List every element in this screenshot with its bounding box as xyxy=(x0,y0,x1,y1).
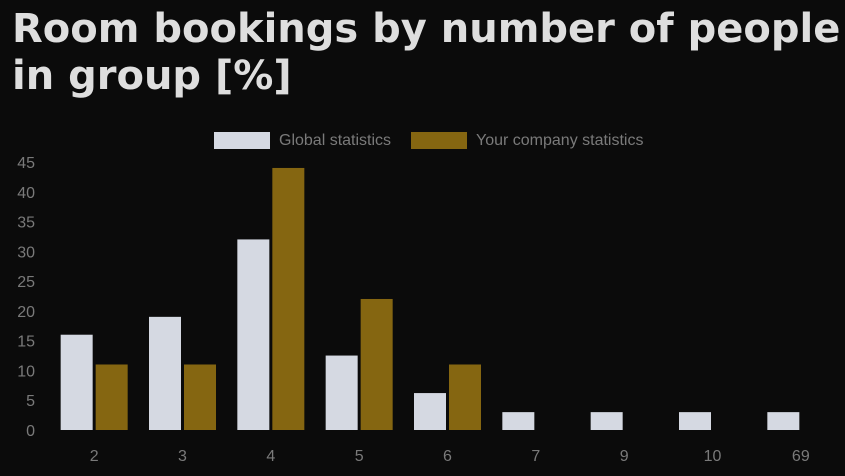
y-tick-label: 0 xyxy=(26,423,35,440)
bar-company-2[interactable] xyxy=(95,364,128,430)
x-tick-label: 69 xyxy=(792,448,810,465)
x-tick-label: 3 xyxy=(178,448,187,465)
x-tick-label: 10 xyxy=(704,448,722,465)
y-tick-label: 30 xyxy=(17,244,35,261)
chart-title: Room bookings by number of people in gro… xyxy=(12,6,841,99)
x-tick-label: 5 xyxy=(355,448,364,465)
bar-global-5[interactable] xyxy=(325,355,358,430)
legend: Global statistics Your company statistic… xyxy=(214,132,643,149)
bar-global-2[interactable] xyxy=(60,334,93,430)
bar-global-7[interactable] xyxy=(502,412,535,430)
y-tick-label: 35 xyxy=(17,215,35,232)
bar-company-3[interactable] xyxy=(184,364,216,430)
bar-global-9[interactable] xyxy=(590,412,623,430)
x-tick-label: 4 xyxy=(266,448,275,465)
bar-company-6[interactable] xyxy=(449,364,481,430)
x-axis: 2 3 4 5 6 7 9 10 69 xyxy=(90,448,810,465)
y-tick-label: 45 xyxy=(17,155,35,172)
legend-label-company[interactable]: Your company statistics xyxy=(476,132,643,149)
bar-global-3[interactable] xyxy=(149,316,181,430)
bar-global-4[interactable] xyxy=(237,239,270,430)
bar-company-5[interactable] xyxy=(360,298,393,430)
x-tick-label: 7 xyxy=(531,448,540,465)
y-tick-label: 15 xyxy=(17,334,35,351)
y-axis: 0 5 10 15 20 25 30 35 40 45 xyxy=(17,155,35,440)
x-tick-label: 6 xyxy=(443,448,452,465)
y-tick-label: 25 xyxy=(17,274,35,291)
bar-global-6[interactable] xyxy=(414,393,446,430)
x-tick-label: 9 xyxy=(620,448,629,465)
bar-company-4[interactable] xyxy=(272,167,305,430)
x-tick-label: 2 xyxy=(90,448,99,465)
bar-global-10[interactable] xyxy=(679,412,711,430)
legend-label-global[interactable]: Global statistics xyxy=(279,132,391,149)
bar-global-69[interactable] xyxy=(767,412,800,430)
legend-swatch-global xyxy=(214,132,270,149)
y-tick-label: 5 xyxy=(26,393,35,410)
bars xyxy=(60,167,800,430)
y-tick-label: 10 xyxy=(17,363,35,380)
y-tick-label: 40 xyxy=(17,185,35,202)
legend-swatch-company xyxy=(411,132,467,149)
y-tick-label: 20 xyxy=(17,304,35,321)
